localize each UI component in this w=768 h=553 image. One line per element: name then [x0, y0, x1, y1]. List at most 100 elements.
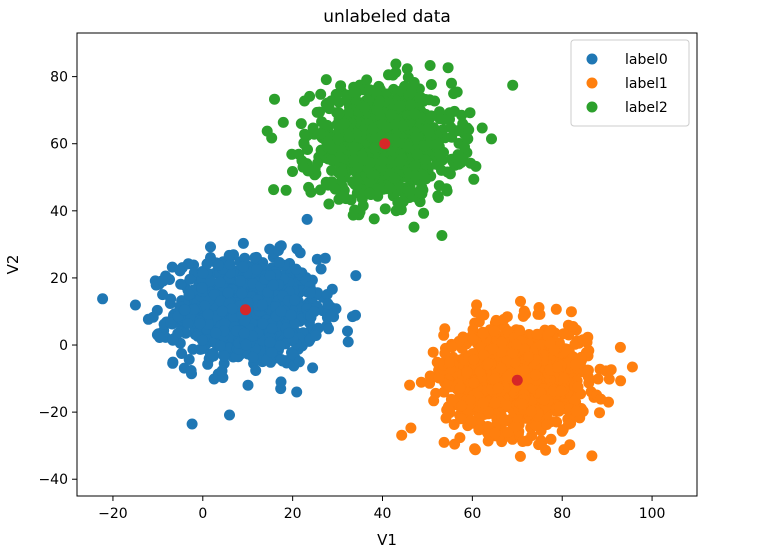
point-label1: [439, 323, 451, 335]
point-label0: [311, 253, 323, 265]
point-label0: [240, 339, 252, 351]
point-label2: [424, 94, 436, 106]
point-label1: [489, 397, 501, 409]
point-label0: [179, 304, 191, 316]
y-axis: −40 −20 0 20 40 60 80: [38, 70, 77, 488]
point-label0: [235, 275, 246, 287]
point-label1: [530, 420, 542, 431]
point-label0: [257, 318, 269, 330]
point-label1: [457, 331, 469, 343]
point-label0: [239, 252, 251, 264]
point-label2: [451, 86, 463, 98]
point-label2: [453, 158, 465, 170]
point-label0: [165, 293, 177, 305]
point-label1: [552, 361, 563, 373]
point-label2: [376, 155, 388, 167]
point-label2: [323, 198, 335, 210]
point-label0: [291, 386, 303, 398]
point-label0: [342, 336, 354, 348]
point-label0: [275, 376, 287, 388]
point-label2: [405, 87, 417, 99]
point-label0: [226, 303, 238, 315]
point-label0: [182, 318, 194, 329]
point-label2: [409, 160, 421, 172]
point-label0: [213, 259, 224, 271]
point-label1: [424, 370, 436, 382]
point-label1: [530, 369, 541, 381]
point-label2: [380, 121, 392, 133]
point-label1: [467, 334, 479, 345]
point-label1: [465, 394, 477, 406]
point-label2: [348, 86, 360, 98]
point-label0: [350, 270, 362, 282]
point-label0: [129, 299, 141, 311]
point-label2: [392, 197, 404, 208]
point-label0: [264, 336, 276, 348]
point-label2: [295, 118, 307, 130]
point-label2: [303, 165, 315, 177]
point-label0: [307, 362, 319, 374]
point-label0: [238, 327, 250, 339]
point-label2: [287, 166, 298, 177]
point-label2: [335, 80, 347, 92]
point-label1: [492, 382, 504, 394]
point-label0: [275, 240, 287, 252]
point-label0: [315, 263, 327, 275]
point-label1: [442, 401, 454, 413]
point-label2: [432, 192, 444, 203]
point-label1: [586, 450, 598, 462]
point-label1: [523, 351, 534, 363]
point-label2: [389, 172, 401, 184]
point-label1: [498, 415, 510, 427]
point-label1: [544, 325, 556, 337]
point-label1: [538, 394, 550, 406]
y-tick-label: 20: [50, 271, 68, 287]
point-label0: [304, 287, 316, 299]
point-label2: [456, 109, 468, 121]
point-label2: [408, 221, 420, 233]
point-label1: [536, 436, 548, 448]
point-label1: [444, 357, 455, 368]
x-tick-label: 20: [284, 506, 302, 522]
point-label0: [236, 287, 248, 299]
point-label0: [285, 309, 297, 321]
point-label0: [214, 340, 226, 352]
point-label0: [199, 300, 211, 312]
point-label2: [326, 143, 338, 155]
point-label0: [321, 289, 333, 300]
point-label2: [436, 230, 448, 241]
point-label0: [319, 252, 331, 264]
point-label2: [419, 154, 431, 166]
point-label1: [461, 366, 473, 378]
point-label2: [305, 186, 317, 198]
point-label2: [364, 157, 376, 169]
x-tick-label: 0: [198, 506, 207, 522]
point-label2: [418, 207, 430, 219]
point-label2: [434, 113, 446, 125]
point-label1: [446, 341, 458, 353]
point-label1: [583, 345, 595, 357]
point-label0: [273, 257, 285, 268]
point-label2: [326, 154, 338, 166]
point-label2: [409, 170, 421, 182]
point-label2: [405, 99, 417, 111]
point-label2: [351, 175, 363, 186]
point-label1: [440, 412, 452, 424]
point-label1: [502, 427, 514, 438]
point-label1: [565, 306, 577, 318]
legend-label-label2: label2: [625, 100, 668, 116]
point-label2: [336, 165, 348, 177]
point-label0: [216, 365, 228, 377]
point-label2: [286, 148, 298, 160]
x-tick-label: 60: [463, 506, 481, 522]
point-label1: [594, 407, 605, 419]
x-axis-label: V1: [377, 531, 397, 549]
point-label1: [477, 328, 489, 339]
point-label0: [224, 259, 236, 270]
point-label2: [464, 107, 476, 119]
point-label0: [218, 350, 230, 362]
point-label0: [322, 298, 334, 310]
point-label1: [495, 362, 507, 374]
point-label0: [324, 310, 336, 322]
point-label2: [486, 133, 497, 145]
